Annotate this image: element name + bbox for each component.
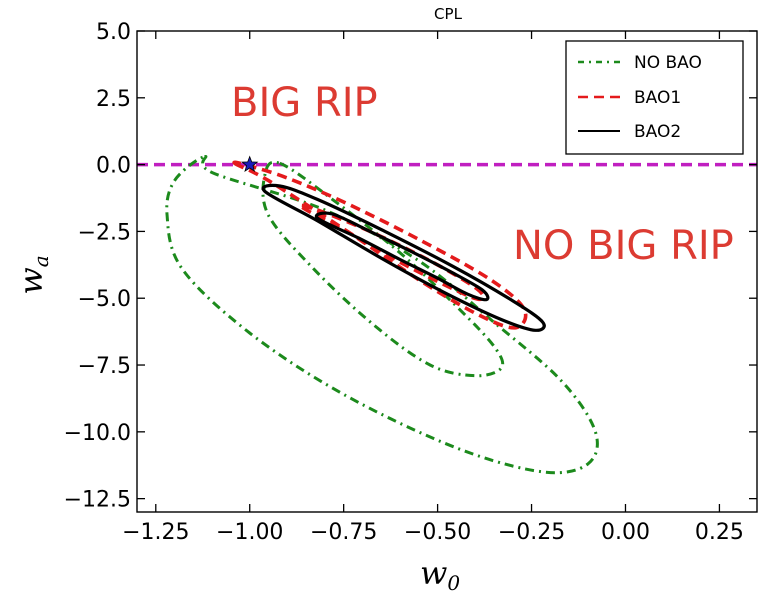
x-tick-label: 0.00 — [601, 520, 650, 545]
y-tick-label: −10.0 — [64, 421, 131, 446]
contour-no-bao-1-sigma — [261, 160, 505, 378]
y-tick-label: −7.5 — [78, 354, 131, 379]
y-tick-label: 2.5 — [96, 87, 131, 112]
axes-frame — [136, 30, 758, 513]
legend-label-bao1: BAO1 — [634, 88, 681, 108]
x-tick-label: −0.75 — [310, 520, 377, 545]
legend: NO BAO BAO1 BAO2 — [565, 40, 744, 155]
x-axis-label: w0 — [420, 554, 460, 595]
annotation-no-big-rip: NO BIG RIP — [513, 223, 734, 269]
y-tick-label: −5.0 — [78, 287, 131, 312]
y-tick-label: −12.5 — [64, 488, 131, 513]
contour-bao2-2-sigma — [261, 183, 546, 332]
x-tick-label: −1.25 — [122, 520, 189, 545]
axis-ticks: −1.25 −1.00 −0.75 −0.50 −0.25 0.00 0.25 5.0 2.5 0… — [64, 20, 757, 545]
x-tick-label: −0.25 — [498, 520, 565, 545]
y-axis-label: wa — [12, 255, 53, 294]
plot-frame — [136, 30, 758, 513]
legend-label-no-bao: NO BAO — [634, 53, 702, 73]
legend-label-bao2: BAO2 — [634, 122, 681, 142]
fiducial-star-marker — [241, 155, 259, 173]
x-tick-label: 0.25 — [695, 520, 744, 545]
x-tick-label: −1.00 — [216, 520, 283, 545]
y-tick-label: 0.0 — [96, 154, 131, 179]
plot-area — [137, 155, 757, 475]
contour-bao2-1-sigma — [314, 211, 490, 302]
contour-no-bao-2-sigma — [165, 155, 599, 475]
x-tick-label: −0.50 — [404, 520, 471, 545]
chart-title: CPL — [434, 5, 463, 23]
y-tick-label: −2.5 — [78, 220, 131, 245]
annotation-big-rip: BIG RIP — [231, 80, 378, 126]
y-tick-label: 5.0 — [96, 20, 131, 45]
